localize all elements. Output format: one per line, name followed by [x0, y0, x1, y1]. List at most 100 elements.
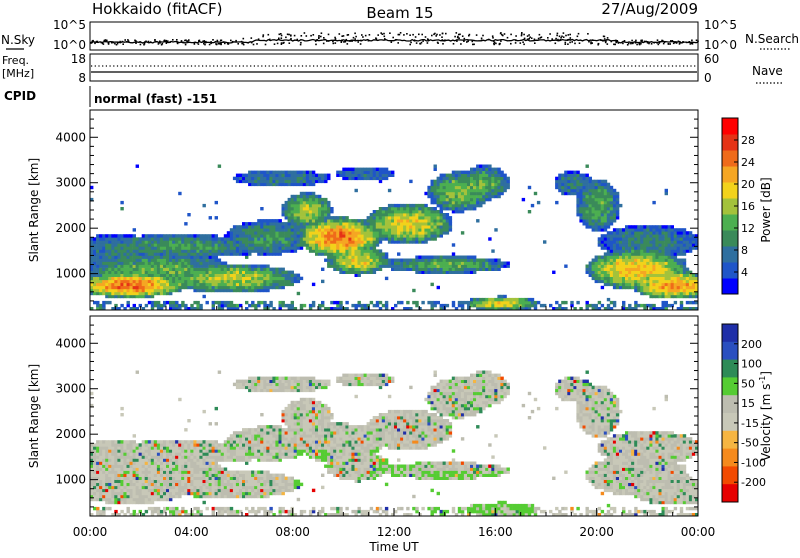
noise-dot [456, 32, 458, 34]
power-cell [196, 265, 199, 268]
noise-dot [416, 42, 418, 44]
power-cell [494, 259, 497, 262]
power-cell [373, 210, 376, 213]
power-cell [488, 265, 491, 268]
power-cell [275, 234, 278, 237]
power-cell [415, 262, 418, 265]
noise-dot [289, 42, 291, 44]
power-cell [178, 252, 181, 255]
power-cell [595, 201, 598, 204]
power-cell [391, 268, 394, 271]
power-cell [570, 171, 573, 174]
power-cell [142, 240, 145, 243]
power-cell [586, 204, 589, 207]
power-cell [309, 243, 312, 246]
power-cell [233, 274, 236, 277]
noise-dot [618, 42, 620, 44]
power-cell [321, 207, 324, 210]
power-cell [266, 219, 269, 222]
power-cell [102, 289, 105, 292]
power-cell [300, 192, 303, 195]
power-cell [397, 204, 400, 207]
power-cell [637, 280, 640, 283]
power-cell [245, 222, 248, 225]
power-cell [111, 252, 114, 255]
power-cell [245, 268, 248, 271]
power-cell [148, 283, 151, 286]
power-cell [163, 292, 166, 295]
power-cell [424, 262, 427, 265]
power-cell [160, 262, 163, 265]
power-cell [482, 304, 485, 307]
power-cell [266, 274, 269, 277]
power-cell [148, 243, 151, 246]
power-cell [640, 304, 643, 307]
power-cell [312, 243, 315, 246]
power-cell [260, 180, 263, 183]
power-cell [336, 252, 339, 255]
power-cell [431, 301, 434, 304]
power-cell [227, 277, 230, 280]
power-cell [655, 231, 658, 234]
velocity-cell [102, 452, 105, 455]
velocity-cell [96, 446, 99, 449]
noise-dot [169, 41, 171, 43]
power-cell [649, 225, 652, 228]
power-cell [282, 283, 285, 286]
noise-dot [318, 35, 320, 37]
noise-dot [531, 37, 533, 39]
velocity-cell [108, 507, 111, 510]
power-cell [561, 183, 564, 186]
power-cell [373, 246, 376, 249]
power-cell [157, 252, 160, 255]
power-cell [227, 240, 230, 243]
power-y-tick-label: 2000 [55, 221, 86, 235]
power-cell [643, 237, 646, 240]
power-cell [564, 177, 567, 180]
power-cell [403, 213, 406, 216]
power-cell [491, 265, 494, 268]
power-cell [391, 207, 394, 210]
power-cell [312, 301, 315, 304]
power-cell [148, 295, 151, 298]
power-cell [291, 234, 294, 237]
power-cell [303, 237, 306, 240]
velocity-cell [96, 495, 99, 498]
power-cell [415, 265, 418, 268]
power-cell [625, 274, 628, 277]
power-cell [376, 171, 379, 174]
power-cell [367, 228, 370, 231]
power-cell [285, 283, 288, 286]
power-cell [586, 198, 589, 201]
power-cell [221, 243, 224, 246]
power-cell [628, 237, 631, 240]
power-cell [193, 274, 196, 277]
power-cell [254, 271, 257, 274]
power-cell [239, 240, 242, 243]
power-cell [133, 292, 136, 295]
power-cell [406, 301, 409, 304]
power-cell [628, 286, 631, 289]
power-cell [282, 246, 285, 249]
power-cell [163, 237, 166, 240]
noise-dot [467, 41, 469, 43]
power-cell [461, 301, 464, 304]
power-cell [434, 207, 437, 210]
power-cell [586, 222, 589, 225]
power-cell [674, 256, 677, 259]
power-cell [479, 177, 482, 180]
power-cell [291, 283, 294, 286]
power-cell [178, 289, 181, 292]
power-cell [680, 280, 683, 283]
power-cell [339, 225, 342, 228]
power-cell [136, 256, 139, 259]
power-cell [187, 283, 190, 286]
power-cell [382, 265, 385, 268]
power-cell [139, 271, 142, 274]
power-cell [376, 222, 379, 225]
power-cell [315, 231, 318, 234]
power-cell [446, 222, 449, 225]
velocity-cell [99, 492, 102, 495]
noise-dot [565, 43, 567, 45]
velocity-cell [96, 468, 99, 471]
